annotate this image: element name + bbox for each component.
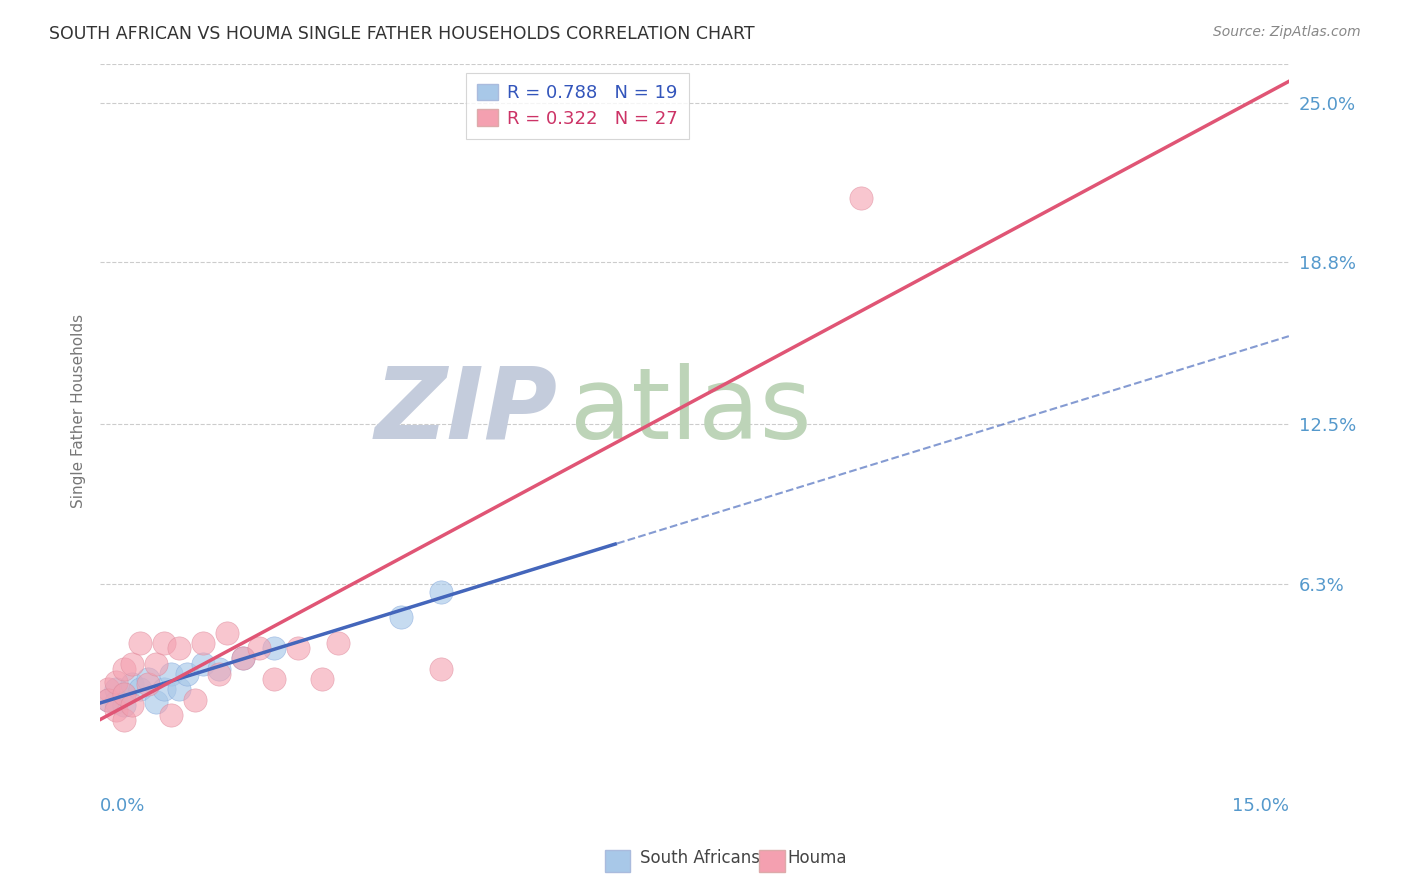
Point [97,682,120,697]
Point [311,672,333,686]
Text: Houma: Houma [787,849,846,867]
Point [287,641,309,656]
Point [145,657,167,671]
Point [160,666,183,681]
Legend: R = 0.788   N = 19, R = 0.322   N = 27: R = 0.788 N = 19, R = 0.322 N = 27 [465,73,689,138]
Point [208,662,231,676]
Point [232,651,254,665]
Point [112,688,135,702]
Point [121,698,143,712]
Point [389,610,412,624]
Point [104,695,127,709]
Point [263,672,285,686]
Point [112,688,135,702]
Point [176,666,198,681]
Point [136,677,159,691]
Point [121,677,143,691]
Point [169,682,191,697]
Text: atlas: atlas [569,363,811,460]
Text: Source: ZipAtlas.com: Source: ZipAtlas.com [1213,25,1361,39]
Point [104,674,127,689]
Point [152,682,174,697]
Point [104,682,127,697]
Point [128,682,150,697]
Text: South Africans: South Africans [640,849,759,867]
Text: 15.0%: 15.0% [1232,797,1289,815]
Point [849,191,872,205]
Point [160,708,183,723]
Text: 0.0%: 0.0% [100,797,145,815]
Point [263,641,285,656]
Point [152,636,174,650]
Point [430,662,453,676]
Point [191,636,214,650]
Y-axis label: Single Father Households: Single Father Households [72,314,86,508]
Text: SOUTH AFRICAN VS HOUMA SINGLE FATHER HOUSEHOLDS CORRELATION CHART: SOUTH AFRICAN VS HOUMA SINGLE FATHER HOU… [49,25,755,43]
Point [208,666,231,681]
Point [97,692,120,706]
Point [128,636,150,650]
Point [112,662,135,676]
Point [430,584,453,599]
Point [169,641,191,656]
Point [145,695,167,709]
Point [247,641,270,656]
Text: ZIP: ZIP [375,363,558,460]
Point [104,703,127,717]
Point [112,698,135,712]
Point [121,657,143,671]
Point [215,625,238,640]
Point [136,672,159,686]
Point [112,713,135,727]
Point [232,651,254,665]
Point [191,657,214,671]
Point [326,636,349,650]
Point [184,692,207,706]
Point [97,692,120,706]
